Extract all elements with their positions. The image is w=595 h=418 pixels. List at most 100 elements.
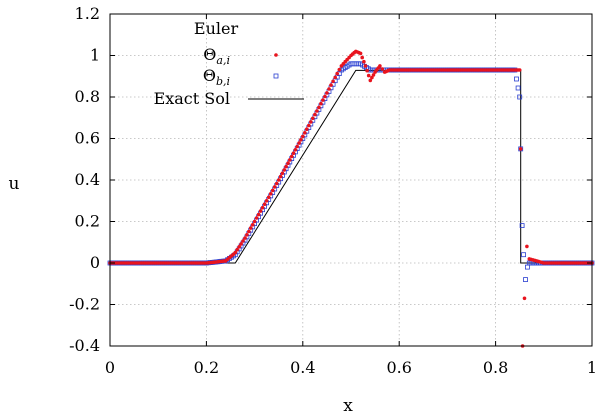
y-tick-label: 0.6	[75, 129, 100, 148]
y-tick-label: 0.2	[75, 212, 100, 231]
legend-label-theta-b-main: Θ	[203, 66, 216, 85]
theta-a-point	[371, 73, 376, 77]
x-axis-ticks: 0 0.2 0.4 0.6 0.8 1	[105, 14, 595, 377]
legend-marker-theta-b	[273, 73, 279, 79]
x-axis-label: x	[343, 396, 353, 416]
y-tick-label: 1.2	[75, 4, 100, 23]
theta-a-point	[311, 116, 315, 121]
theta-a-point	[291, 151, 296, 155]
x-tick-label: 1	[587, 358, 595, 377]
legend-label-theta-b-sub: b,i	[216, 75, 230, 88]
theta-a-point	[248, 226, 253, 230]
theta-a-point	[274, 181, 279, 186]
theta-a-point	[299, 138, 303, 142]
theta-a-point	[241, 239, 245, 243]
theta-a-point	[368, 78, 373, 83]
legend-marker-theta-a	[274, 53, 278, 57]
y-tick-label: 0	[90, 253, 100, 272]
theta-a-point	[301, 134, 305, 139]
theta-a-point	[258, 209, 263, 213]
theta-a-point	[245, 233, 249, 237]
y-axis-ticks: -0.4 -0.2 0 0.2 0.4 0.6 0.8 1 1.2	[69, 4, 592, 355]
theta-a-point	[237, 245, 241, 249]
theta-a-point	[331, 79, 335, 84]
theta-a-point	[280, 171, 285, 176]
theta-b-point	[519, 223, 525, 229]
theta-a-point	[317, 105, 321, 110]
theta-a-point	[333, 75, 338, 80]
theta-a-point	[293, 148, 298, 152]
x-tick-label: 0.4	[290, 358, 315, 377]
theta-b-point	[515, 85, 521, 91]
theta-a-point	[264, 199, 269, 203]
theta-a-point	[262, 202, 267, 206]
theta-a-point	[319, 101, 323, 106]
theta-a-point	[378, 64, 382, 68]
theta-a-point	[278, 174, 283, 179]
legend-label-theta-a-sub: a,i	[216, 54, 230, 67]
theta-a-point	[256, 212, 261, 217]
theta-a-point	[288, 158, 292, 162]
theta-a-point	[309, 120, 313, 124]
theta-b-point	[521, 252, 526, 258]
legend-title: Euler	[194, 19, 239, 38]
theta-a-point	[270, 188, 275, 193]
theta-b-point	[523, 277, 528, 283]
theta-a-point	[305, 127, 309, 131]
theta-a-point	[325, 91, 329, 95]
theta-a-point	[243, 236, 247, 240]
theta-a-point	[284, 164, 288, 169]
series-theta-a	[108, 49, 594, 348]
theta-a-point	[525, 244, 529, 249]
theta-a-point	[329, 83, 333, 87]
theta-a-point	[268, 192, 273, 196]
y-tick-label: 0.4	[75, 170, 100, 189]
theta-a-point	[289, 154, 294, 159]
theta-a-point	[315, 109, 319, 113]
theta-a-point	[252, 219, 257, 224]
x-tick-label: 0.2	[194, 358, 219, 377]
theta-a-point	[360, 55, 365, 60]
theta-a-point	[286, 161, 290, 165]
theta-b-point	[525, 264, 530, 270]
theta-a-point	[233, 250, 238, 255]
theta-a-point	[235, 247, 239, 252]
theta-a-point	[363, 64, 368, 68]
theta-a-point	[254, 216, 259, 220]
x-tick-label: 0.8	[483, 358, 508, 377]
theta-a-point	[297, 141, 301, 145]
legend-label-theta-a-main: Θ	[203, 45, 216, 64]
y-axis-label: u	[9, 174, 20, 194]
theta-b-point	[518, 146, 524, 152]
theta-a-point	[282, 168, 287, 172]
theta-a-point	[266, 195, 271, 200]
theta-b-point	[517, 94, 523, 100]
theta-a-point	[276, 178, 281, 182]
y-tick-label: 1	[90, 46, 100, 65]
theta-a-point	[335, 71, 340, 76]
theta-a-point	[380, 67, 385, 71]
theta-a-point	[295, 144, 300, 149]
theta-a-point	[365, 68, 369, 73]
theta-a-point	[239, 242, 243, 246]
theta-a-point	[247, 229, 251, 234]
theta-a-point	[323, 94, 327, 99]
theta-a-point	[366, 73, 371, 78]
theta-a-point	[362, 59, 366, 64]
y-tick-label: 0.8	[75, 87, 100, 106]
theta-a-point	[522, 296, 527, 301]
legend-label-theta-a: Θa,i	[203, 45, 230, 67]
theta-a-point	[337, 67, 342, 72]
x-tick-label: 0.6	[386, 358, 411, 377]
theta-a-point	[303, 131, 307, 135]
theta-a-point	[358, 51, 363, 56]
theta-a-point	[260, 205, 265, 210]
theta-a-point	[272, 185, 277, 189]
theta-a-point	[321, 98, 325, 102]
x-tick-label: 0	[105, 358, 115, 377]
legend: Euler Θa,i Θb,i Exact Sol	[154, 19, 304, 108]
theta-a-point	[370, 75, 374, 80]
theta-a-point	[327, 87, 331, 91]
theta-a-point	[313, 112, 317, 117]
